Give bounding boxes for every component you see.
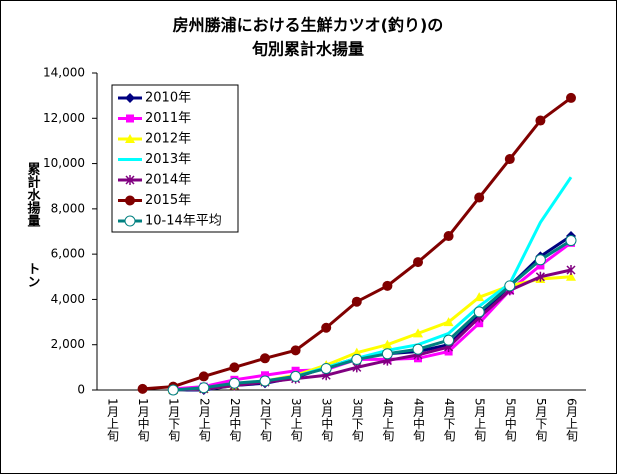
marker [351, 296, 362, 307]
marker [228, 377, 240, 389]
marker [320, 362, 332, 374]
marker [412, 343, 424, 355]
marker [381, 348, 393, 360]
marker [566, 264, 576, 275]
y-axis-label: トン [25, 262, 40, 288]
y-tick-label: 14,000 [43, 66, 85, 80]
marker [413, 328, 423, 338]
marker [473, 306, 485, 318]
legend-label: 2014年 [145, 173, 191, 188]
marker [475, 319, 484, 328]
legend-label: 2015年 [145, 193, 191, 208]
legend-label: 2010年 [145, 91, 191, 106]
marker [504, 280, 516, 292]
marker [259, 375, 271, 387]
chart-title: 房州勝浦における生鮮カツオ(釣り)の [173, 16, 444, 35]
x-tick-label: 1月下旬 [167, 398, 181, 442]
marker [125, 93, 135, 103]
x-tick-label: 4月下旬 [442, 398, 456, 442]
x-tick-label: 2月下旬 [259, 398, 273, 442]
marker [443, 317, 454, 327]
marker [535, 115, 546, 126]
marker [125, 134, 135, 143]
y-tick-label: 6,000 [51, 247, 85, 261]
marker [198, 371, 209, 382]
marker [504, 154, 515, 165]
legend-label: 2013年 [145, 152, 191, 167]
marker [261, 371, 269, 380]
y-tick-label: 2,000 [51, 337, 85, 351]
x-tick-label: 4月上旬 [381, 398, 395, 442]
x-tick-label: 2月上旬 [197, 398, 211, 442]
x-tick-label: 1月中旬 [136, 398, 150, 442]
marker [443, 231, 454, 242]
y-tick-label: 10,000 [43, 156, 85, 170]
marker [167, 384, 179, 396]
marker [382, 339, 393, 349]
legend-label: 10-14年平均 [145, 214, 222, 229]
y-axis-label: 累計水揚量 [25, 161, 41, 228]
y-tick-label: 8,000 [51, 201, 85, 215]
marker [536, 261, 545, 270]
marker [229, 362, 240, 373]
x-tick-label: 3月下旬 [350, 398, 364, 442]
chart-title: 旬別累計水揚量 [251, 40, 364, 59]
x-tick-label: 5月中旬 [503, 398, 517, 442]
marker [566, 92, 576, 103]
marker [290, 345, 301, 356]
x-tick-label: 2月中旬 [228, 398, 242, 442]
marker [351, 353, 363, 365]
x-tick-label: 3月中旬 [320, 398, 334, 442]
marker [321, 322, 332, 333]
y-tick-label: 12,000 [43, 111, 85, 125]
x-tick-label: 5月上旬 [473, 398, 487, 442]
marker [351, 347, 362, 357]
x-tick-label: 5月下旬 [534, 398, 548, 442]
x-tick-label: 6月上旬 [565, 398, 579, 442]
marker [535, 271, 545, 282]
x-tick-label: 4月中旬 [412, 398, 426, 442]
x-tick-label: 3月上旬 [289, 398, 303, 442]
y-tick-label: 0 [77, 383, 85, 397]
marker [260, 353, 270, 364]
marker [198, 382, 210, 394]
marker [126, 114, 134, 123]
marker [290, 370, 302, 382]
marker [565, 235, 577, 247]
legend-label: 2012年 [145, 132, 191, 147]
marker [125, 195, 135, 206]
marker [566, 271, 576, 281]
marker [474, 292, 485, 302]
marker [534, 254, 546, 266]
marker [125, 175, 135, 185]
marker [124, 215, 136, 227]
marker [413, 257, 423, 268]
y-tick-label: 4,000 [51, 292, 85, 306]
x-tick-label: 1月上旬 [106, 398, 120, 442]
marker [137, 383, 148, 394]
marker [443, 334, 455, 346]
legend-label: 2011年 [145, 111, 191, 126]
marker [474, 192, 485, 203]
marker [382, 280, 393, 291]
